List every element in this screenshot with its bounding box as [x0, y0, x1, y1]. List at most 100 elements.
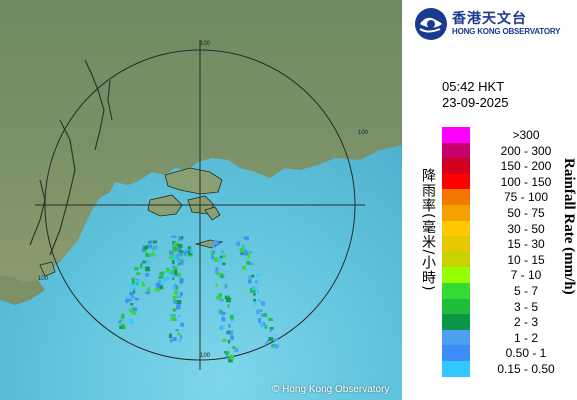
- radar-echo: [224, 284, 227, 289]
- radar-echo: [184, 252, 187, 257]
- radar-echo: [121, 318, 125, 321]
- radar-echo: [244, 236, 249, 241]
- radar-echo: [174, 283, 177, 287]
- radar-echo: [221, 314, 224, 318]
- radar-echo: [221, 325, 225, 330]
- radar-echo: [249, 251, 253, 254]
- radar-echo: [175, 285, 178, 290]
- radar-echo: [157, 279, 162, 285]
- radar-echo: [227, 304, 230, 308]
- radar-echo: [145, 253, 150, 257]
- legend-item: 200 - 300: [442, 142, 577, 159]
- radar-echo: [173, 273, 179, 277]
- legend-range-label: 150 - 200: [500, 159, 552, 174]
- radar-echo: [173, 300, 179, 304]
- radar-echo: [190, 250, 195, 254]
- radar-echo: [212, 246, 217, 249]
- radar-echo: [216, 295, 221, 300]
- legend-range-label: 75 - 100: [503, 190, 549, 205]
- radar-echo: [230, 335, 234, 341]
- radar-echo: [253, 288, 258, 291]
- legend-range-label: 100 - 150: [500, 174, 552, 189]
- radar-echo: [172, 260, 175, 265]
- radar-echo: [184, 248, 187, 252]
- radar-echo: [248, 279, 252, 284]
- legend-range-label: 50 - 75: [507, 205, 545, 220]
- radar-echo: [135, 279, 140, 284]
- hko-logo[interactable]: 香港天文台 HONG KONG OBSERVATORY: [414, 7, 574, 41]
- radar-echo: [173, 241, 176, 245]
- legend-item: 0.50 - 1: [442, 345, 577, 361]
- radar-echo: [179, 335, 183, 339]
- radar-echo: [175, 253, 180, 259]
- radar-echo: [220, 255, 223, 259]
- radar-echo: [152, 245, 158, 249]
- radar-echo: [248, 262, 254, 266]
- radar-echo: [212, 250, 216, 254]
- legend-swatch: [442, 298, 470, 315]
- radar-echo: [235, 242, 240, 246]
- legend-swatch: [442, 251, 470, 268]
- radar-echo: [178, 339, 182, 342]
- radar-echo: [219, 273, 224, 279]
- radar-echo: [218, 293, 222, 298]
- legend-range-label: 2 - 3: [513, 315, 538, 330]
- legend-item: 15 - 30: [442, 236, 577, 252]
- radar-echo: [234, 347, 239, 353]
- radar-echo: [146, 244, 152, 249]
- radar-echo: [225, 354, 228, 360]
- radar-echo: [221, 254, 227, 258]
- radar-echo: [172, 337, 177, 342]
- radar-echo: [118, 320, 121, 324]
- radar-echo: [131, 287, 136, 291]
- radar-echo: [189, 252, 193, 255]
- legend-swatch: [442, 236, 470, 252]
- radar-echo: [180, 236, 184, 239]
- radar-echo: [176, 260, 181, 264]
- radar-echo: [154, 288, 160, 292]
- logo-en-text: HONG KONG OBSERVATORY: [452, 27, 561, 36]
- radar-echo: [172, 295, 177, 301]
- legend-swatch: [442, 345, 470, 361]
- radar-echo: [155, 283, 160, 288]
- radar-echo: [179, 278, 184, 283]
- range-ring-label: 100: [358, 130, 369, 136]
- radar-echo: [139, 263, 143, 269]
- radar-echo: [121, 323, 125, 327]
- radar-echo: [129, 307, 132, 311]
- radar-echo: [246, 251, 251, 255]
- radar-echo: [221, 311, 226, 315]
- radar-echo: [215, 283, 218, 287]
- radar-echo: [143, 245, 149, 250]
- radar-echo: [180, 322, 184, 327]
- radar-echo: [165, 269, 171, 272]
- radar-echo: [130, 295, 135, 299]
- radar-map[interactable]: 100 100 100 100 © Hong Kong Observatory: [0, 0, 402, 400]
- radar-echo: [266, 339, 269, 344]
- radar-echo: [170, 275, 175, 278]
- legend-swatch: [442, 329, 470, 346]
- radar-echo: [251, 274, 255, 278]
- radar-echo: [214, 269, 219, 274]
- rainfall-legend: >300 200 - 300 150 - 200 100 - 150 75 - 100 5…: [442, 127, 577, 377]
- radar-echo: [275, 344, 279, 349]
- radar-echo: [219, 299, 224, 302]
- radar-echo: [158, 286, 161, 290]
- radar-echo: [227, 339, 231, 344]
- radar-echo: [182, 250, 185, 254]
- radar-echo: [165, 277, 170, 280]
- radar-echo: [273, 338, 278, 342]
- legend-range-label: >300: [512, 128, 540, 142]
- radar-echo: [221, 250, 225, 254]
- radar-echo: [159, 271, 164, 277]
- radar-echo: [136, 281, 139, 286]
- radar-echo: [176, 304, 181, 310]
- legend-swatch: [442, 127, 470, 143]
- delta-land: [0, 275, 45, 305]
- radar-echo: [176, 300, 182, 305]
- radar-echo: [175, 329, 179, 332]
- radar-echo: [136, 272, 140, 276]
- radar-echo: [172, 308, 177, 312]
- radar-echo: [230, 319, 235, 322]
- radar-echo: [145, 266, 150, 272]
